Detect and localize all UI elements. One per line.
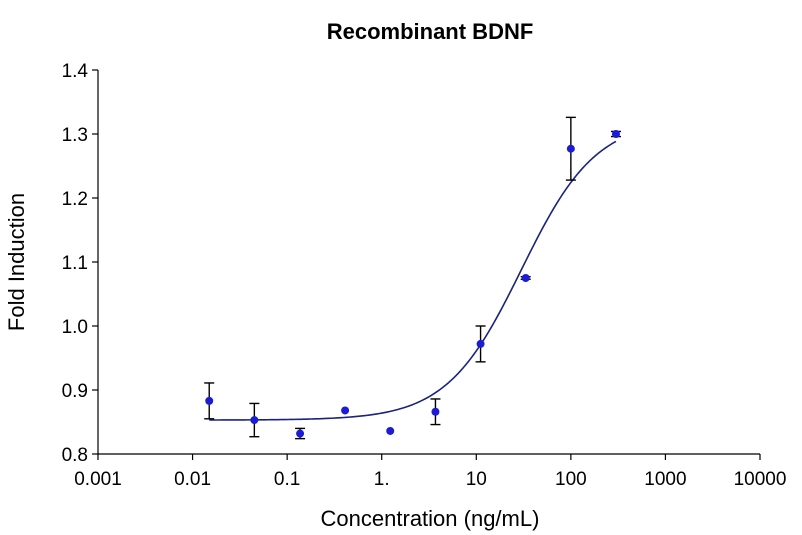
data-point xyxy=(566,144,575,153)
data-points xyxy=(205,130,620,438)
data-point xyxy=(296,429,305,438)
x-tick-label: 0.01 xyxy=(174,469,211,490)
x-tick-label: 10000 xyxy=(734,469,787,490)
y-axis-title: Fold Induction xyxy=(4,193,29,331)
data-point xyxy=(521,274,530,282)
data-point xyxy=(341,406,350,415)
data-point xyxy=(476,339,485,348)
data-point xyxy=(611,130,620,138)
data-point xyxy=(431,407,440,416)
data-point xyxy=(205,396,214,405)
x-tick-label: 0.1 xyxy=(274,469,300,490)
x-tick-label: 10 xyxy=(466,469,487,490)
y-tick-label: 1.0 xyxy=(62,317,88,338)
data-point xyxy=(386,426,395,435)
y-tick-label: 0.9 xyxy=(62,381,88,402)
x-axis-ticks: 0.001 0.01 0.1 1. 10 100 1000 10000 xyxy=(74,454,786,490)
x-tick-label: 100 xyxy=(555,469,587,490)
error-bars xyxy=(204,116,621,440)
chart-title: Recombinant BDNF xyxy=(327,19,534,44)
x-tick-label: 1000 xyxy=(644,469,686,490)
y-tick-label: 1.1 xyxy=(62,253,88,274)
y-tick-label: 1.4 xyxy=(62,61,89,82)
x-tick-label: 0.001 xyxy=(74,469,122,490)
data-point xyxy=(250,416,259,425)
x-axis-title: Concentration (ng/mL) xyxy=(321,506,540,531)
y-axis-ticks: 0.8 0.9 1.0 1.1 1.2 1.3 1.4 xyxy=(62,61,98,466)
y-tick-label: 1.2 xyxy=(62,189,88,210)
x-tick-label: 1. xyxy=(374,469,390,490)
fit-curve xyxy=(209,140,617,421)
y-tick-label: 0.8 xyxy=(62,445,88,466)
y-tick-label: 1.3 xyxy=(62,125,88,146)
